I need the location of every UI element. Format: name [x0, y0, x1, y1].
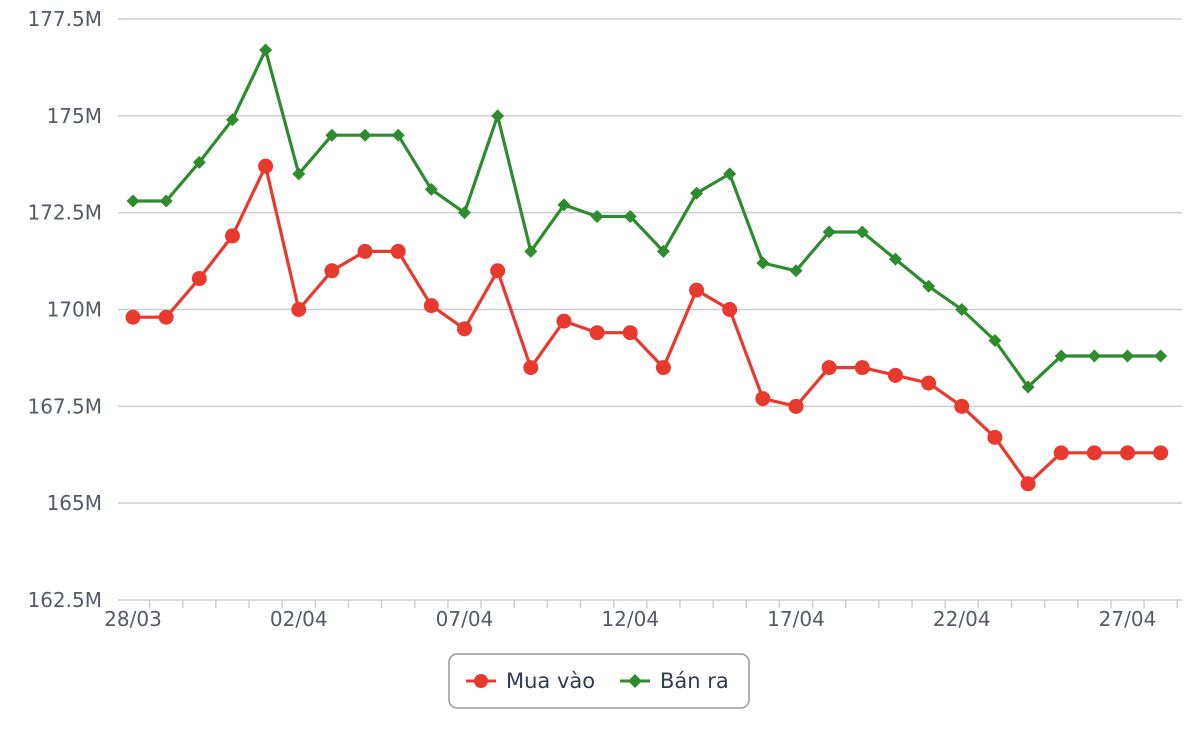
- data-point-circle[interactable]: [1053, 445, 1069, 461]
- data-point-diamond[interactable]: [988, 333, 1002, 347]
- data-point-diamond[interactable]: [358, 128, 372, 142]
- data-point-circle[interactable]: [1153, 445, 1169, 461]
- data-point-circle[interactable]: [224, 228, 240, 244]
- data-point-diamond[interactable]: [259, 43, 273, 57]
- data-point-circle[interactable]: [722, 302, 738, 317]
- data-point-circle[interactable]: [788, 398, 804, 414]
- data-point-circle[interactable]: [887, 367, 903, 383]
- data-point-diamond[interactable]: [955, 303, 969, 316]
- data-point-circle[interactable]: [423, 298, 439, 314]
- data-point-circle[interactable]: [457, 321, 472, 337]
- data-point-circle[interactable]: [125, 309, 141, 325]
- data-point-circle[interactable]: [324, 263, 340, 279]
- legend[interactable]: Mua vào Bán ra: [448, 653, 750, 709]
- data-point-diamond[interactable]: [424, 182, 438, 196]
- data-point-circle[interactable]: [655, 360, 671, 376]
- legend-label-ban-ra: Bán ra: [660, 669, 729, 693]
- data-point-diamond[interactable]: [888, 252, 902, 266]
- x-tick-label: 02/04: [270, 607, 328, 631]
- axis-layer: 162.5M 165M 167.5M 170M 172.5M 175M 177.5M 28/0…: [27, 7, 1182, 631]
- data-point-circle[interactable]: [755, 391, 771, 407]
- data-point-diamond[interactable]: [292, 167, 306, 181]
- data-point-diamond[interactable]: [159, 194, 173, 208]
- data-point-diamond[interactable]: [922, 279, 936, 293]
- data-point-diamond[interactable]: [225, 113, 239, 127]
- data-point-diamond[interactable]: [1121, 349, 1134, 363]
- data-point-circle[interactable]: [689, 282, 705, 298]
- data-point-diamond[interactable]: [458, 206, 471, 220]
- data-point-diamond[interactable]: [557, 198, 571, 212]
- x-tick-label: 07/04: [436, 607, 494, 631]
- x-tick-label: 28/03: [104, 607, 162, 631]
- data-point-diamond[interactable]: [822, 225, 836, 239]
- data-point-circle[interactable]: [954, 398, 970, 414]
- data-point-diamond[interactable]: [789, 264, 803, 278]
- data-point-circle[interactable]: [191, 271, 207, 287]
- legend-box: [448, 653, 750, 709]
- series-line-0: [131, 164, 1163, 486]
- data-point-diamond[interactable]: [855, 225, 869, 239]
- data-point-diamond[interactable]: [756, 256, 770, 270]
- data-point-circle[interactable]: [556, 313, 572, 329]
- data-point-circle[interactable]: [987, 429, 1003, 445]
- x-tick-label: 12/04: [601, 607, 659, 631]
- y-tick-label: 170M: [47, 298, 102, 322]
- data-point-circle[interactable]: [921, 375, 937, 391]
- data-point-diamond[interactable]: [1054, 349, 1068, 363]
- data-point-circle[interactable]: [1086, 445, 1102, 461]
- data-point-circle[interactable]: [821, 360, 837, 376]
- legend-marker-circle-icon: [474, 674, 488, 688]
- data-point-diamond[interactable]: [690, 186, 704, 200]
- legend-marker-diamond-icon: [628, 674, 642, 688]
- y-tick-label: 162.5M: [27, 588, 102, 612]
- data-point-circle[interactable]: [523, 360, 539, 376]
- y-tick-label: 175M: [47, 104, 102, 128]
- data-point-diamond[interactable]: [524, 244, 538, 258]
- x-tick-label: 22/04: [933, 607, 991, 631]
- data-point-diamond[interactable]: [1087, 349, 1101, 363]
- y-tick-label: 177.5M: [27, 7, 102, 31]
- x-tick-label: 17/04: [767, 607, 825, 631]
- x-tick-label: 27/04: [1099, 607, 1157, 631]
- data-point-circle[interactable]: [1120, 445, 1135, 461]
- data-point-diamond[interactable]: [1021, 380, 1035, 394]
- data-point-circle[interactable]: [1020, 476, 1036, 492]
- data-point-circle[interactable]: [357, 243, 373, 259]
- y-tick-label: 167.5M: [27, 394, 102, 418]
- data-point-diamond[interactable]: [590, 210, 604, 224]
- y-tick-label: 172.5M: [27, 201, 102, 225]
- legend-label-mua-vao: Mua vào: [506, 669, 595, 693]
- data-point-circle[interactable]: [622, 325, 638, 341]
- data-point-diamond[interactable]: [126, 194, 140, 208]
- series-line-1: [131, 48, 1163, 389]
- data-point-circle[interactable]: [490, 263, 506, 279]
- data-point-circle[interactable]: [589, 325, 605, 341]
- data-point-diamond[interactable]: [623, 210, 637, 224]
- data-point-diamond[interactable]: [325, 128, 339, 142]
- data-point-circle[interactable]: [258, 158, 274, 174]
- data-point-circle[interactable]: [291, 302, 307, 317]
- data-point-diamond[interactable]: [491, 109, 505, 123]
- data-point-circle[interactable]: [158, 309, 174, 325]
- data-point-diamond[interactable]: [192, 155, 206, 169]
- legend-item-mua-vao[interactable]: Mua vào: [466, 669, 595, 693]
- y-tick-label: 165M: [47, 491, 102, 515]
- data-point-diamond[interactable]: [656, 244, 670, 258]
- legend-item-ban-ra[interactable]: Bán ra: [620, 669, 729, 693]
- data-point-diamond[interactable]: [723, 167, 737, 181]
- data-point-circle[interactable]: [854, 360, 870, 376]
- data-point-circle[interactable]: [390, 243, 406, 259]
- data-point-diamond[interactable]: [1154, 349, 1168, 363]
- series-layer: [125, 43, 1169, 492]
- data-point-diamond[interactable]: [391, 128, 405, 142]
